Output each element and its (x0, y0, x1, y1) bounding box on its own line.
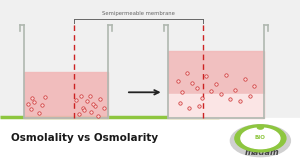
Point (214, 83, 218, 86)
Point (218, 93, 223, 96)
Text: BIO: BIO (255, 135, 266, 140)
Point (91, 103, 95, 105)
Point (37, 112, 41, 114)
Point (101, 107, 106, 110)
Point (93, 104, 98, 107)
Point (82, 109, 87, 112)
Point (228, 98, 233, 100)
Point (185, 71, 190, 74)
Circle shape (257, 126, 263, 129)
Circle shape (230, 125, 290, 157)
Point (80, 106, 85, 109)
Point (175, 80, 180, 82)
Point (40, 104, 45, 106)
Bar (0, 118, 300, 159)
Circle shape (241, 128, 280, 149)
Point (238, 100, 242, 102)
Circle shape (235, 125, 286, 152)
Point (209, 90, 214, 92)
Point (223, 73, 228, 76)
Point (196, 104, 201, 107)
Point (30, 97, 35, 100)
Point (242, 78, 247, 80)
Point (26, 103, 31, 105)
Point (247, 95, 252, 98)
Bar (168, 51, 264, 118)
Point (95, 114, 100, 117)
Bar (168, 94, 264, 118)
Point (74, 99, 79, 101)
Point (43, 96, 47, 99)
Point (79, 95, 83, 98)
Point (190, 82, 194, 84)
Point (187, 106, 191, 109)
Point (97, 98, 102, 100)
Point (204, 75, 209, 78)
Text: Osmolality vs Osmolarity: Osmolality vs Osmolarity (11, 133, 158, 143)
Point (87, 94, 92, 97)
Point (199, 97, 204, 99)
Point (252, 85, 257, 87)
Point (177, 102, 182, 104)
Bar (24, 72, 108, 118)
Point (194, 86, 199, 89)
Point (180, 91, 185, 94)
Point (233, 89, 238, 91)
Point (89, 111, 94, 113)
Point (85, 100, 89, 102)
Text: Semipermeable membrane: Semipermeable membrane (102, 11, 175, 16)
Text: madam: madam (245, 148, 280, 157)
Point (76, 113, 81, 115)
Point (28, 108, 33, 111)
Point (32, 100, 37, 103)
